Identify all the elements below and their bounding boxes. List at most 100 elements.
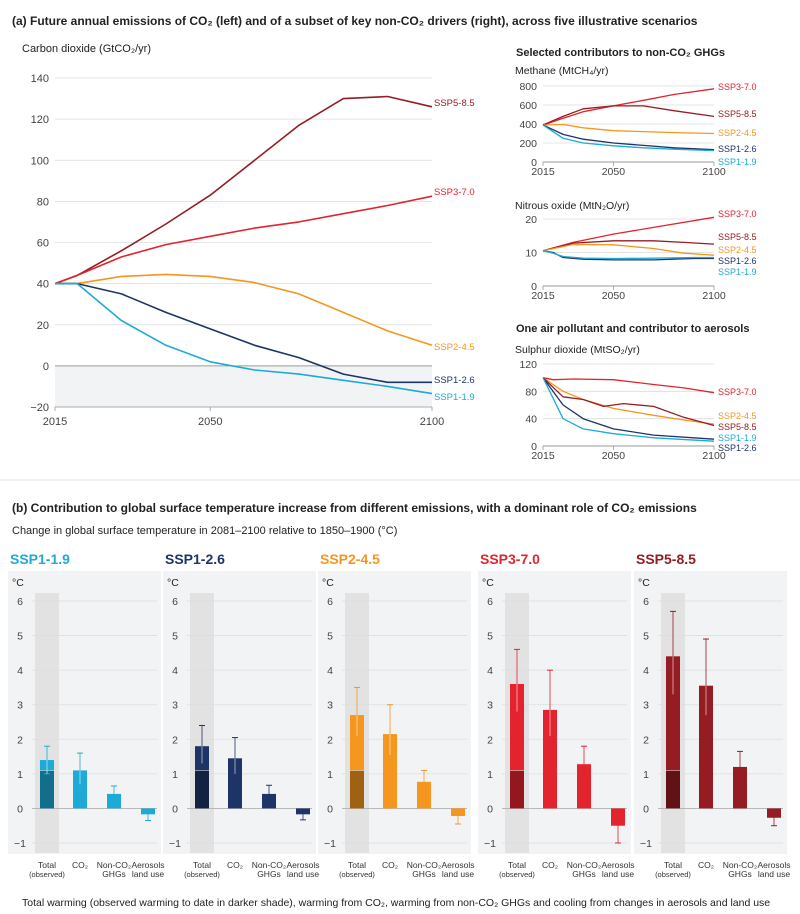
- panel-a-aerosol-header: One air pollutant and contributor to aer…: [516, 323, 749, 335]
- x-tick-label: 2050: [602, 166, 626, 178]
- panel-b-footer: Total warming (observed warming to date …: [22, 897, 770, 909]
- panel-scenario-title: SSP1-2.6: [165, 551, 225, 567]
- category-label: CO₂: [698, 860, 714, 870]
- category-label: land use: [287, 869, 319, 879]
- bar-total: [40, 760, 54, 809]
- series-label-ssp1-1.9: SSP1-1.9: [718, 433, 757, 443]
- panel-b-subtitle: Change in global surface temperature in …: [12, 525, 397, 537]
- y-tick-label: −1: [640, 838, 652, 850]
- category-label: GHGs: [412, 869, 436, 879]
- panel-b-title: (b) Contribution to global surface tempe…: [12, 501, 697, 515]
- bar-total-observed: [350, 770, 364, 809]
- temperature-panel-ssp2-4.5: SSP2-4.5 °C 6 5 4 3 2 1 0 −1 Total(observed) CO₂ Non…: [318, 551, 475, 879]
- category-label: land use: [602, 869, 634, 879]
- y-tick-label: 4: [487, 665, 493, 677]
- series-label-ssp3-7.0: SSP3-7.0: [718, 209, 757, 219]
- bar-non-co2: [107, 793, 121, 809]
- series-line-ssp3-7.0: [542, 377, 715, 394]
- x-tick-label: 2100: [420, 416, 444, 428]
- category-label: GHGs: [728, 869, 752, 879]
- bar-co2: [383, 734, 397, 809]
- y-tick-label: 120: [519, 359, 537, 371]
- series-line-ssp1-1.9: [542, 124, 715, 152]
- series-label-ssp2-4.5: SSP2-4.5: [718, 411, 757, 421]
- negative-emissions-shade: [55, 365, 432, 407]
- category-label: Total: [664, 860, 682, 870]
- y-tick-label: 6: [643, 596, 649, 608]
- series-label-ssp3-7.0: SSP3-7.0: [718, 387, 757, 397]
- y-tick-label: 0: [531, 281, 537, 293]
- category-label: Total: [348, 860, 366, 870]
- y-tick-label: 6: [327, 596, 333, 608]
- panel-scenario-title: SSP1-1.9: [10, 551, 70, 567]
- y-tick-label: 5: [643, 631, 649, 643]
- y-tick-label: 60: [37, 238, 49, 250]
- panel-background: [163, 571, 316, 854]
- x-tick-label: 2015: [531, 290, 555, 302]
- panel-scenario-title: SSP3-7.0: [480, 551, 540, 567]
- series-line-ssp3-7.0: [54, 195, 433, 285]
- bar-total: [350, 715, 364, 809]
- series-line-ssp5-8.5: [542, 240, 715, 252]
- y-tick-label: 0: [487, 803, 493, 815]
- y-tick-label: 5: [172, 631, 178, 643]
- y-axis-unit: °C: [638, 577, 650, 589]
- x-tick-label: 2050: [602, 290, 626, 302]
- category-label: GHGs: [102, 869, 126, 879]
- category-label: Total: [508, 860, 526, 870]
- category-label: Non-CO₂: [252, 860, 286, 870]
- series-label-ssp5-8.5: SSP5-8.5: [718, 232, 757, 242]
- y-tick-label: 0: [531, 157, 537, 169]
- series-label-ssp2-4.5: SSP2-4.5: [718, 245, 757, 255]
- panel-a-right-header: Selected contributors to non-CO₂ GHGs: [516, 47, 725, 59]
- category-label: (observed): [655, 870, 691, 879]
- y-tick-label: −1: [14, 838, 26, 850]
- y-axis-label: Nitrous oxide (MtN₂O/yr): [515, 200, 629, 212]
- temperature-panel-ssp1-2.6: SSP1-2.6 °C 6 5 4 3 2 1 0 −1 Total(observed) CO₂ Non…: [163, 551, 320, 879]
- category-label: (observed): [29, 870, 65, 879]
- y-tick-label: 1: [327, 769, 333, 781]
- y-tick-label: 4: [17, 665, 23, 677]
- series-line-ssp1-1.9: [55, 282, 433, 395]
- y-tick-label: 2: [172, 734, 178, 746]
- series-label-ssp5-8.5: SSP5-8.5: [434, 98, 475, 109]
- category-label: Total: [38, 860, 56, 870]
- series-label-ssp5-8.5: SSP5-8.5: [718, 109, 757, 119]
- y-tick-label: 0: [327, 803, 333, 815]
- y-tick-label: 0: [531, 441, 537, 453]
- series-line-ssp1-2.6: [542, 124, 715, 151]
- y-tick-label: 120: [31, 114, 49, 126]
- series-line-ssp2-4.5: [542, 377, 715, 425]
- series-label-ssp1-1.9: SSP1-1.9: [718, 267, 757, 277]
- y-tick-label: 0: [43, 361, 49, 373]
- bar-co2: [699, 685, 713, 809]
- category-label: Aerosols: [286, 860, 319, 870]
- category-label: land use: [758, 869, 790, 879]
- y-tick-label: −1: [484, 838, 496, 850]
- panel-scenario-title: SSP5-8.5: [636, 551, 696, 567]
- bar-total-observed: [666, 770, 680, 809]
- series-label-ssp1-2.6: SSP1-2.6: [718, 256, 757, 266]
- y-tick-label: 0: [172, 803, 178, 815]
- y-tick-label: 5: [487, 631, 493, 643]
- y-tick-label: 3: [643, 700, 649, 712]
- category-label: Non-CO₂: [723, 860, 757, 870]
- x-tick-label: 2015: [531, 450, 555, 462]
- series-label-ssp2-4.5: SSP2-4.5: [718, 128, 757, 138]
- y-tick-label: 80: [37, 196, 49, 208]
- series-line-ssp1-1.9: [542, 377, 715, 442]
- y-tick-label: 40: [37, 279, 49, 291]
- y-tick-label: 100: [31, 155, 49, 167]
- y-tick-label: 800: [519, 81, 537, 93]
- category-label: Non-CO₂: [567, 860, 601, 870]
- category-label: land use: [132, 869, 164, 879]
- y-tick-label: 5: [17, 631, 23, 643]
- y-tick-label: 2: [327, 734, 333, 746]
- bar-non-co2: [733, 766, 747, 809]
- series-line-ssp5-8.5: [542, 377, 715, 427]
- y-tick-label: 1: [172, 769, 178, 781]
- y-tick-label: 20: [37, 320, 49, 332]
- category-label: CO₂: [382, 860, 398, 870]
- y-tick-label: 10: [525, 248, 537, 260]
